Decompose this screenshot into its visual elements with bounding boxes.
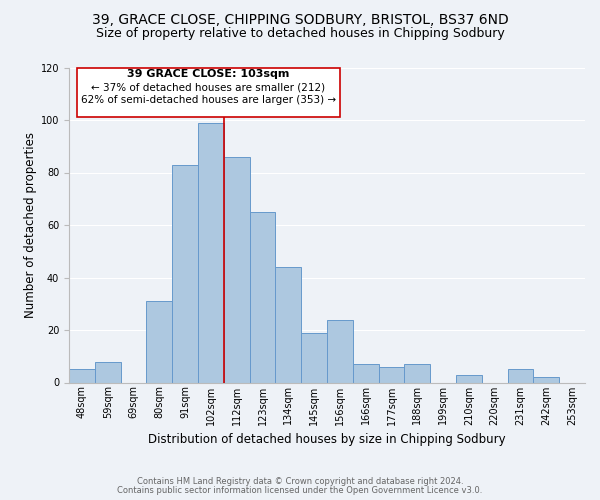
Bar <box>379 367 404 382</box>
Text: 39, GRACE CLOSE, CHIPPING SODBURY, BRISTOL, BS37 6ND: 39, GRACE CLOSE, CHIPPING SODBURY, BRIST… <box>92 12 508 26</box>
Bar <box>533 377 559 382</box>
Text: 62% of semi-detached houses are larger (353) →: 62% of semi-detached houses are larger (… <box>81 96 336 106</box>
Bar <box>301 332 327 382</box>
X-axis label: Distribution of detached houses by size in Chipping Sodbury: Distribution of detached houses by size … <box>148 433 506 446</box>
Bar <box>508 370 533 382</box>
Bar <box>327 320 353 382</box>
Bar <box>172 164 198 382</box>
Bar <box>456 374 482 382</box>
Bar <box>146 301 172 382</box>
Bar <box>69 370 95 382</box>
Bar <box>404 364 430 382</box>
Bar <box>95 362 121 382</box>
Bar <box>77 68 340 117</box>
Text: Size of property relative to detached houses in Chipping Sodbury: Size of property relative to detached ho… <box>95 28 505 40</box>
Bar <box>250 212 275 382</box>
Bar <box>198 122 224 382</box>
Text: Contains HM Land Registry data © Crown copyright and database right 2024.: Contains HM Land Registry data © Crown c… <box>137 477 463 486</box>
Text: ← 37% of detached houses are smaller (212): ← 37% of detached houses are smaller (21… <box>91 82 325 92</box>
Y-axis label: Number of detached properties: Number of detached properties <box>23 132 37 318</box>
Bar <box>275 267 301 382</box>
Text: Contains public sector information licensed under the Open Government Licence v3: Contains public sector information licen… <box>118 486 482 495</box>
Bar <box>224 157 250 382</box>
Bar <box>353 364 379 382</box>
Text: 39 GRACE CLOSE: 103sqm: 39 GRACE CLOSE: 103sqm <box>127 69 290 79</box>
